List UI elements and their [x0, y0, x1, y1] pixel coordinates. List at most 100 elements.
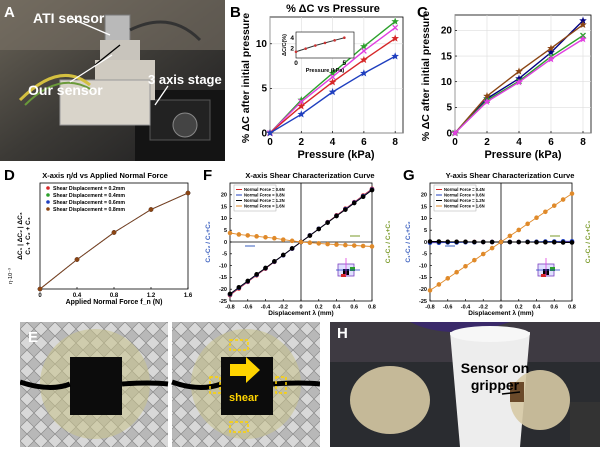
y-tick-label: 0	[446, 128, 452, 139]
sensor-on-gripper-text: Sensor on gripper	[460, 360, 530, 393]
data-point	[498, 239, 504, 245]
data-point	[534, 215, 539, 220]
x-tick-label: 0	[38, 293, 42, 299]
data-point	[551, 239, 557, 245]
legend-label: Normal Force = 1.2N	[244, 198, 285, 203]
x-tick-label: 1.6	[184, 293, 193, 299]
data-point	[507, 233, 513, 239]
panel-b: B % ΔC vs Pressure 0 2 4 6 8 0 5 10 Pressure (kPa…	[228, 0, 413, 165]
data-point	[391, 52, 399, 60]
inset-point	[333, 39, 336, 42]
legend-marker	[46, 193, 50, 197]
data-point	[472, 239, 477, 245]
x-tick-label: -0.8	[425, 305, 434, 311]
data-point	[245, 278, 251, 284]
data-point	[525, 239, 530, 245]
data-point	[543, 209, 548, 215]
sensor-pad	[541, 274, 546, 277]
sensor-diagram	[445, 235, 560, 277]
x-tick-label: 2	[299, 137, 305, 148]
x-axis-label: Displacement λ (mm)	[268, 309, 333, 317]
x-tick-label: 0.4	[533, 305, 542, 311]
x-tick-label: 6	[361, 137, 367, 148]
data-point	[360, 47, 367, 54]
legend-label: Shear Displacement = 0.8mm	[53, 207, 125, 213]
our-sensor-label: Our sensor	[28, 82, 103, 98]
y-tick-label: -10	[219, 263, 227, 269]
y-tick-label: 15	[221, 204, 227, 210]
y-tick-label: -20	[419, 287, 427, 293]
data-point	[111, 230, 117, 235]
legend-marker	[46, 207, 50, 211]
stage-label: 3 axis stage	[148, 72, 222, 87]
x-tick-label: -0.6	[443, 305, 452, 311]
y-tick-label: 20	[421, 193, 427, 199]
y-tick-label: 5	[261, 84, 267, 95]
data-point	[272, 259, 277, 264]
data-point	[227, 230, 233, 236]
y-tick-label: 15	[421, 204, 427, 210]
data-point	[483, 97, 491, 105]
data-point	[480, 239, 486, 245]
x-tick-label: 0.8	[568, 305, 576, 311]
panel-d-label: D	[4, 167, 15, 184]
x-tick-label: 2	[484, 137, 490, 148]
data-point	[289, 246, 295, 251]
data-point	[445, 239, 451, 245]
legend-label: Normal Force = 0.4N	[444, 187, 485, 192]
data-point	[454, 269, 459, 275]
data-point	[263, 265, 268, 271]
data-point	[525, 221, 530, 227]
y-tick-label: -5	[222, 252, 227, 258]
data-point	[463, 264, 468, 269]
panel-h-illustration	[330, 322, 600, 447]
data-point	[325, 241, 330, 247]
legend-label: Shear Displacement = 0.6mm	[53, 200, 125, 206]
data-point	[272, 235, 277, 241]
legend-label: Shear Displacement = 0.4mm	[53, 193, 125, 199]
x-tick-label: 0	[452, 137, 458, 148]
data-point	[254, 272, 259, 277]
x-axis-label: Applied Normal Force f_n (N)	[66, 299, 163, 306]
y-axis-label-left: C₁-C₂ / C₁+C₂	[405, 221, 412, 262]
data-point	[343, 207, 348, 212]
data-point	[334, 242, 339, 247]
data-point	[245, 233, 251, 238]
panel-d: D X-axis η/d vs Applied Normal Force 0 0.4…	[0, 166, 200, 318]
data-point	[445, 276, 451, 281]
y-axis-label-right: C₃-C₄ / C₃+C₄	[385, 221, 392, 263]
data-point	[579, 35, 587, 43]
panel-g: G Y-axis Shear Characterization Curve -0.…	[400, 166, 600, 318]
inset-y-tick: 4	[290, 35, 294, 42]
x-tick-label: 4	[516, 137, 522, 148]
data-point	[307, 233, 313, 238]
inset-point	[294, 50, 298, 54]
data-point	[297, 110, 306, 118]
data-point	[472, 257, 477, 263]
data-point	[325, 220, 330, 225]
data-point	[483, 92, 491, 100]
data-point	[369, 244, 375, 249]
legend-label: Normal Force = 1.6N	[244, 204, 285, 209]
y-tick-label: 10	[256, 39, 268, 50]
panel-e-photo: E shear	[20, 322, 320, 447]
data-point	[148, 207, 154, 212]
x-tick-label: -0.6	[243, 305, 252, 311]
chart-c: 0 2 4 6 8 0 5 10 15 20 Pressure (kPa) % ΔC after in…	[420, 11, 592, 161]
data-point	[266, 129, 274, 137]
data-point	[515, 67, 523, 75]
inset-x-label: Pressure (kPa)	[306, 68, 345, 74]
data-point	[451, 129, 459, 137]
data-point	[280, 237, 286, 242]
x-tick-label: -0.2	[479, 305, 488, 311]
panel-a-photo: A ATI sensor Our sensor 3 axis stage	[0, 0, 225, 161]
data-point	[507, 239, 513, 245]
data-point	[569, 191, 575, 196]
data-point	[392, 24, 399, 31]
data-point	[280, 252, 286, 258]
x-tick-label: -0.4	[461, 305, 471, 311]
data-point	[427, 288, 433, 293]
chart-f: X-axis Shear Characterization Curve-0.8-…	[205, 171, 392, 317]
